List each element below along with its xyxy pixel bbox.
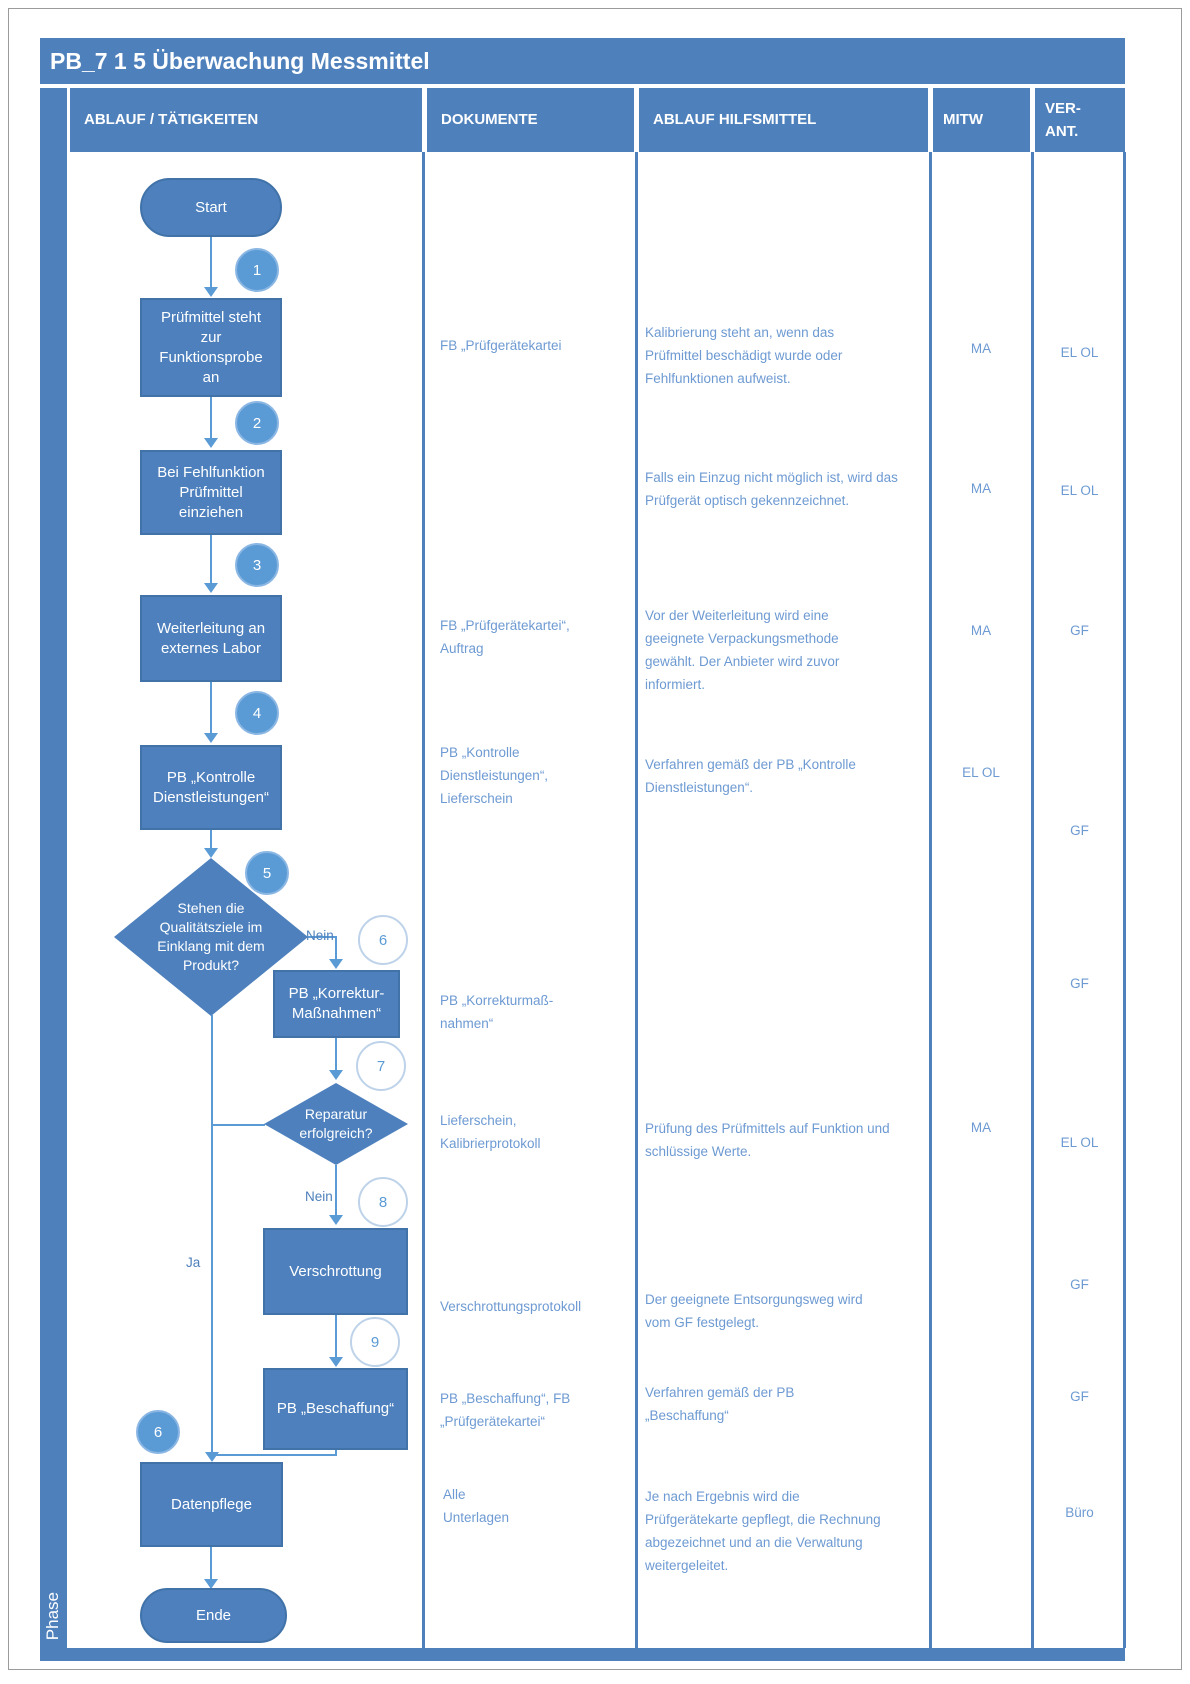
mitw-cell: MA [970,1120,992,1135]
connector-ja-line [211,1015,213,1456]
step-badge-9: 9 [350,1317,400,1367]
doc-cell: Verschrottungsprotokoll [440,1299,582,1314]
aid-cell: Falls ein Einzug nicht möglich ist, wird… [645,470,898,508]
doc-cell: Alle Unterlagen [443,1487,510,1525]
doc-cell: PB „Beschaffung“, FB „Prüfgerätekartei“ [440,1391,571,1429]
connector [210,535,212,585]
arrowhead [329,1070,343,1080]
flow-node-verschrottung: Verschrottung [263,1228,408,1315]
connector [335,1038,337,1072]
connector [212,1124,265,1126]
verant-cell: EL OL [1060,483,1099,498]
step-badge-5: 5 [245,851,289,895]
mitw-cell: EL OL [962,765,1000,780]
flow-node-start: Start [140,178,282,237]
step-badge-1: 1 [235,248,279,292]
phase-label: Phase [43,1591,62,1640]
verant-cell: GF [1070,623,1089,638]
arrowhead [329,959,343,969]
column-header-aids: ABLAUF HILFSMITTEL [639,88,928,152]
connector [335,936,337,961]
aid-cell: Je nach Ergebnis wird die Prüfgerätekart… [645,1489,881,1573]
column-header-mitw: MITW [933,88,1030,152]
connector [210,397,212,440]
connector [210,237,212,289]
step-badge-7: 7 [356,1041,406,1091]
aid-cell: Verfahren gemäß der PB „Beschaffung“ [645,1385,795,1423]
flow-node-fehlfunktion-einziehen: Bei Fehlfunktion Prüfmittel einziehen [140,450,282,535]
grid-line [635,152,638,1648]
step-badge-2: 2 [235,401,279,445]
connector [210,830,212,850]
grid-line [1031,152,1034,1648]
doc-cell: PB „Kontrolle Dienstleistungen“, Liefers… [440,745,549,806]
flow-node-pruefmittel-funktionsprobe: Prüfmittel steht zur Funktionsprobe an [140,298,282,397]
connector [210,682,212,735]
step-badge-6: 6 [358,915,408,965]
doc-cell: Lieferschein, Kalibrierprotokoll [440,1113,541,1151]
arrowhead [204,438,218,448]
step-badge-4: 4 [235,691,279,735]
phase-sidebar: Phase [40,88,67,1648]
flow-node-datenpflege: Datenpflege [140,1462,283,1547]
arrowhead [329,1357,343,1367]
arrowhead [205,1452,219,1462]
arrowhead [204,287,218,297]
arrowhead [329,1215,343,1225]
doc-cell: PB „Korrekturmaß- nahmen“ [440,993,554,1031]
aid-cell: Prüfung des Prüfmittels auf Funktion und… [645,1121,890,1159]
arrowhead [204,1579,218,1589]
grid-line [1123,152,1126,1648]
flow-decision-reparatur: Reparatur erfolgreich? [264,1083,408,1165]
connector [335,1315,337,1359]
verant-cell: GF [1070,823,1089,838]
mitw-cell: MA [970,623,992,638]
arrowhead [204,848,218,858]
verant-cell: GF [1070,1389,1089,1404]
aid-cell: Vor der Weiterleitung wird eine geeignet… [645,608,840,692]
doc-cell: FB „Prüfgerätekartei [440,338,562,353]
verant-cell: GF [1070,1277,1089,1292]
mitw-cell: MA [970,341,992,356]
branch-label-nein-1: Nein [306,928,334,943]
diagram-title-bar: PB_7 1 5 Überwachung Messmittel [40,38,1125,84]
step-badge-8: 8 [358,1177,408,1227]
flow-node-beschaffung: PB „Beschaffung“ [263,1368,408,1450]
connector [335,1448,337,1456]
verant-cell: EL OL [1060,345,1099,360]
connector [335,1165,337,1217]
verant-cell: GF [1070,976,1089,991]
column-header-activities: ABLAUF / TÄTIGKEITEN [70,88,422,152]
aid-cell: Der geeignete Entsorgungsweg wird vom GF… [645,1292,863,1330]
bottom-bar [40,1648,1125,1661]
connector [308,936,337,938]
verant-cell: Büro [1065,1505,1094,1520]
grid-line [929,152,932,1648]
verant-cell: EL OL [1060,1135,1099,1150]
grid-line [422,152,425,1648]
step-badge-3: 3 [235,543,279,587]
doc-cell: FB „Prüfgerätekartei“, Auftrag [440,618,570,656]
flow-node-kontrolle-dienstleistungen: PB „Kontrolle Dienstleistungen“ [140,745,282,830]
flow-node-ende: Ende [140,1588,287,1643]
arrowhead [204,733,218,743]
mitw-cell: MA [970,481,992,496]
step-badge-6-return: 6 [136,1410,180,1454]
diagram-title: PB_7 1 5 Überwachung Messmittel [50,48,430,74]
branch-label-nein-2: Nein [305,1189,333,1204]
flow-node-korrekturmassnahmen: PB „Korrektur-Maßnahmen“ [273,970,400,1038]
branch-label-ja: Ja [186,1255,201,1270]
column-header-verant: VER- ANT. [1035,88,1125,152]
flow-node-weiterleitung-labor: Weiterleitung an externes Labor [140,595,282,682]
aid-cell: Verfahren gemäß der PB „Kontrolle Dienst… [645,757,856,795]
connector [212,1454,337,1456]
connector [210,1547,212,1581]
column-header-documents: DOKUMENTE [427,88,634,152]
arrowhead [204,583,218,593]
aid-cell: Kalibrierung steht an, wenn das Prüfmitt… [645,325,843,386]
